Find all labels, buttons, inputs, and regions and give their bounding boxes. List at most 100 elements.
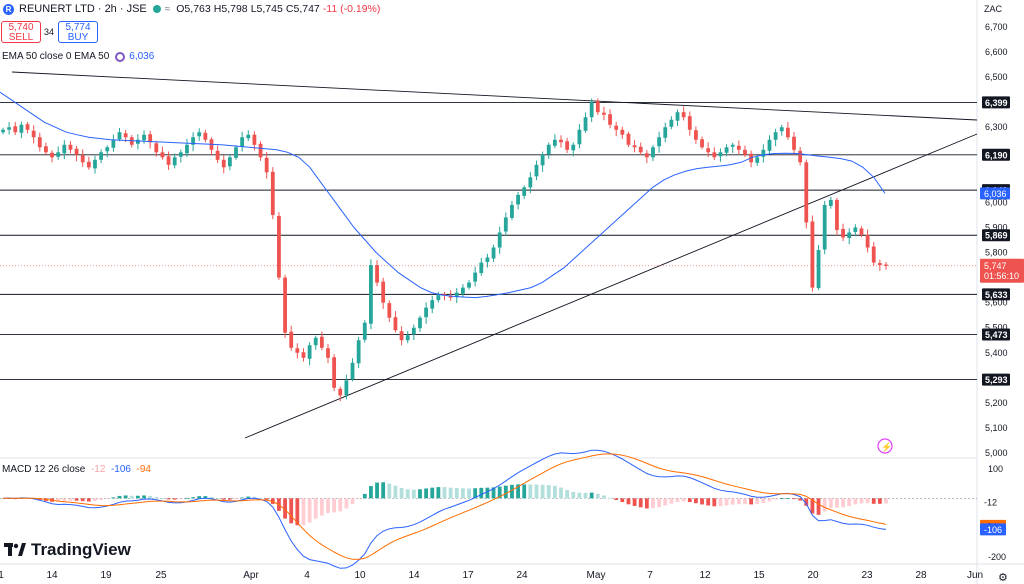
macd-histogram-bar [295, 498, 300, 526]
macd-histogram-bar [129, 495, 134, 499]
macd-histogram-bar [687, 498, 692, 503]
candle-body [736, 145, 741, 150]
candle-body [136, 139, 140, 144]
x-tick-label: 10 [354, 570, 366, 581]
macd-legend[interactable]: MACD 12 26 close -12 -106 -94 [2, 464, 151, 475]
tradingview-icon [4, 543, 26, 556]
ohlc-change: -11 (-0.19%) [322, 3, 381, 15]
candle-body [669, 119, 674, 127]
candle-body [865, 234, 870, 248]
macd-histogram-bar [736, 498, 741, 505]
candle-body [467, 282, 471, 288]
macd-histogram-bar [497, 486, 502, 499]
macd-histogram-bar [651, 498, 655, 509]
candle-body [730, 144, 735, 147]
candle-body [117, 132, 122, 140]
candle-body [614, 125, 619, 130]
x-tick-label: 17 [462, 570, 474, 581]
ema-label: EMA 50 close 0 EMA 50 [2, 51, 110, 62]
macd-histogram-bar [148, 495, 153, 499]
macd-histogram-bar [828, 498, 833, 509]
ema-value: 6,036 [129, 51, 155, 62]
macd-histogram-bar [203, 496, 208, 499]
macd-histogram-bar [307, 498, 312, 523]
buy-label: BUY [67, 32, 89, 43]
candle-body [160, 152, 165, 158]
candle-body [485, 257, 490, 263]
candle-body [393, 317, 398, 331]
candle-body [442, 294, 447, 296]
candle-body [497, 232, 502, 248]
candle-body [877, 263, 882, 266]
candle-body [295, 348, 300, 353]
macd-histogram-bar [571, 491, 576, 499]
macd-histogram-bar [234, 498, 238, 500]
macd-histogram-bar [93, 498, 97, 502]
candle-body [25, 124, 30, 130]
macd-histogram-bar [479, 487, 484, 499]
countdown-label: 01:56:10 [984, 271, 1019, 281]
candle-body [86, 161, 91, 168]
macd-histogram-bar [344, 498, 349, 509]
macd-histogram-bar [142, 495, 146, 499]
x-tick-label: 15 [753, 570, 765, 581]
macd-histogram-bar [816, 498, 821, 515]
macd-histogram-bar [859, 498, 864, 504]
macd-histogram-bar [577, 492, 582, 499]
level-tag [982, 373, 1010, 386]
level-tag-label: 6,190 [985, 150, 1008, 160]
y-tick-label: 5,400 [985, 348, 1008, 358]
macd-histogram-bar [166, 498, 171, 500]
candle-body [185, 144, 189, 154]
candle-body [258, 143, 263, 158]
macd-histogram-bar [399, 487, 404, 499]
sell-button[interactable]: 5,740 SELL [1, 21, 41, 43]
candle-body [871, 246, 876, 263]
macd-histogram-bar [289, 498, 294, 524]
macd-histogram-bar [626, 498, 631, 505]
settings-icon[interactable]: ⚙ [998, 572, 1008, 584]
buy-button[interactable]: 5,774 BUY [58, 21, 98, 43]
y-tick-label: 5,100 [985, 423, 1008, 433]
macd-histogram-bar [675, 498, 680, 503]
symbol-title[interactable]: REUNERT LTD · 2h · JSE [19, 3, 147, 15]
x-tick-label: 19 [100, 570, 112, 581]
symbol-header: R REUNERT LTD · 2h · JSE ≈ O5,763 H5,798… [0, 0, 380, 18]
candle-body [675, 112, 680, 121]
candle-body [387, 303, 392, 318]
wave-icon: ≈ [164, 3, 171, 15]
macd-histogram-bar [516, 484, 520, 499]
macd-histogram-bar [638, 498, 643, 508]
ema-legend[interactable]: EMA 50 close 0 EMA 50 6,036 [2, 51, 154, 62]
macd-histogram-bar [485, 487, 490, 499]
candle-body [252, 134, 257, 145]
level-tag-label: 6,399 [985, 98, 1008, 108]
macd-histogram-bar [160, 498, 165, 499]
macd-histogram-bar [632, 498, 637, 506]
candle-body [283, 277, 287, 333]
candle-body [724, 147, 729, 153]
macd-histogram-bar [264, 498, 269, 500]
y-tick-label: 6,700 [985, 22, 1008, 32]
ema-settings-icon[interactable] [115, 51, 126, 62]
y-tick-label: 5,900 [985, 222, 1008, 232]
macd-histogram-bar [663, 498, 668, 506]
tradingview-logo[interactable]: TradingView [4, 540, 131, 560]
currency-label[interactable]: ZAC [984, 4, 1002, 14]
macd-histogram-bar [540, 484, 545, 499]
candle-body [111, 139, 116, 148]
macd-histogram-bar [283, 498, 287, 519]
macd-histogram-bar [68, 498, 73, 501]
macd-histogram-bar [700, 498, 704, 505]
candle-body [810, 221, 815, 288]
y-tick-label: 6,300 [985, 122, 1008, 132]
macd-histogram-bar [123, 495, 128, 499]
candle-body [332, 357, 337, 388]
macd-histogram-bar [755, 498, 760, 504]
candle-body [381, 281, 386, 303]
macd-histogram-bar [761, 498, 766, 503]
exchange-logo-icon: R [3, 3, 14, 15]
macd-histogram-bar [178, 498, 183, 500]
macd-histogram-bar [154, 497, 159, 499]
